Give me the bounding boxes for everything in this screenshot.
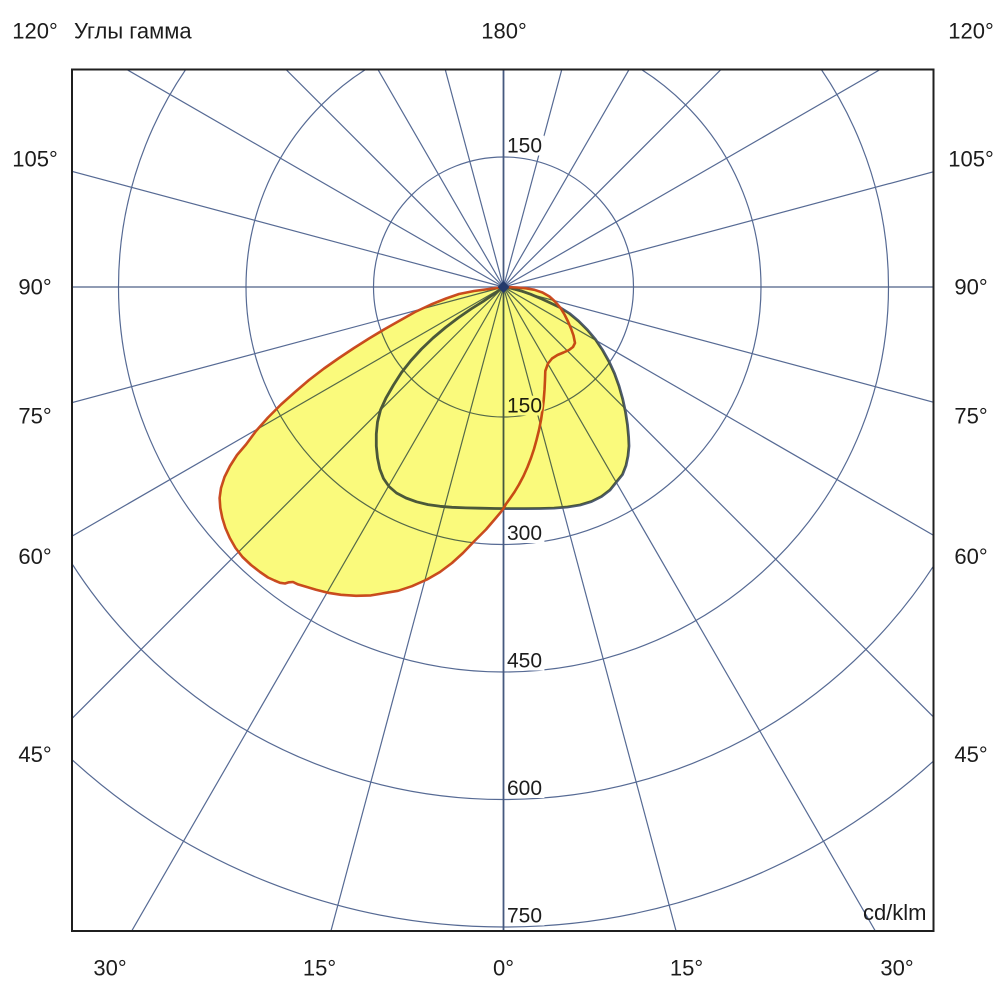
svg-text:60°: 60° — [18, 544, 51, 569]
svg-text:120°: 120° — [948, 19, 994, 44]
svg-text:105°: 105° — [12, 147, 58, 172]
svg-text:105°: 105° — [948, 147, 994, 172]
svg-text:120°: 120° — [12, 19, 58, 44]
svg-text:45°: 45° — [18, 742, 51, 767]
svg-text:45°: 45° — [954, 742, 987, 767]
svg-text:90°: 90° — [954, 275, 987, 300]
svg-text:450: 450 — [507, 650, 542, 673]
svg-text:0°: 0° — [493, 956, 514, 981]
svg-text:75°: 75° — [18, 404, 51, 429]
svg-text:15°: 15° — [670, 956, 703, 981]
svg-text:150: 150 — [507, 135, 542, 158]
svg-text:30°: 30° — [880, 956, 913, 981]
svg-text:cd/klm: cd/klm — [863, 900, 927, 925]
svg-text:90°: 90° — [18, 275, 51, 300]
svg-text:30°: 30° — [93, 956, 126, 981]
svg-text:750: 750 — [507, 905, 542, 928]
svg-text:180°: 180° — [481, 19, 527, 44]
svg-text:75°: 75° — [954, 404, 987, 429]
svg-text:300: 300 — [507, 522, 542, 545]
svg-text:600: 600 — [507, 777, 542, 800]
svg-text:Углы гамма: Углы гамма — [74, 19, 192, 44]
svg-text:60°: 60° — [954, 544, 987, 569]
svg-text:15°: 15° — [303, 956, 336, 981]
